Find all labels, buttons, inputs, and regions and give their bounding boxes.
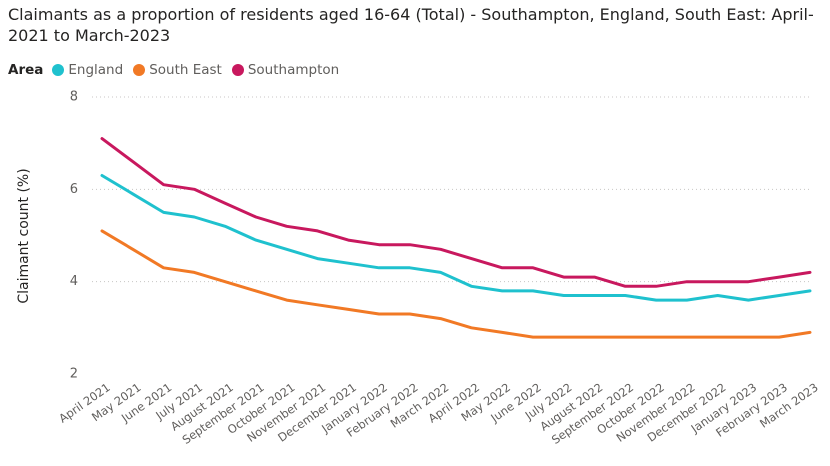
- y-tick-label: 8: [70, 90, 78, 105]
- legend-marker-southampton: [231, 64, 244, 76]
- series-line-south-east[interactable]: [100, 229, 812, 339]
- legend-label-england: England: [68, 62, 124, 78]
- legend-marker-england: [52, 64, 65, 76]
- legend-label-south-east: South East: [149, 62, 222, 78]
- y-tick-label: 2: [70, 367, 78, 382]
- y-tick-label: 6: [70, 182, 78, 197]
- y-axis-label: Claimant count (%): [16, 168, 32, 303]
- y-axis-ticks: 2 4 6 8: [70, 90, 78, 382]
- legend-marker-south-east: [133, 64, 146, 76]
- legend: Area England South East Southampton: [8, 60, 349, 80]
- legend-item-southampton[interactable]: Southampton: [231, 62, 340, 78]
- series-line-southampton[interactable]: [100, 137, 812, 288]
- y-tick-label: 4: [70, 274, 78, 289]
- legend-item-england[interactable]: England: [52, 62, 123, 78]
- legend-label-southampton: Southampton: [247, 62, 340, 78]
- series-line-england[interactable]: [100, 174, 812, 302]
- series-lines: [100, 137, 812, 339]
- legend-title: Area: [8, 62, 44, 78]
- chart-title: Claimants as a proportion of residents a…: [8, 5, 814, 45]
- legend-item-south-east[interactable]: South East: [133, 62, 222, 78]
